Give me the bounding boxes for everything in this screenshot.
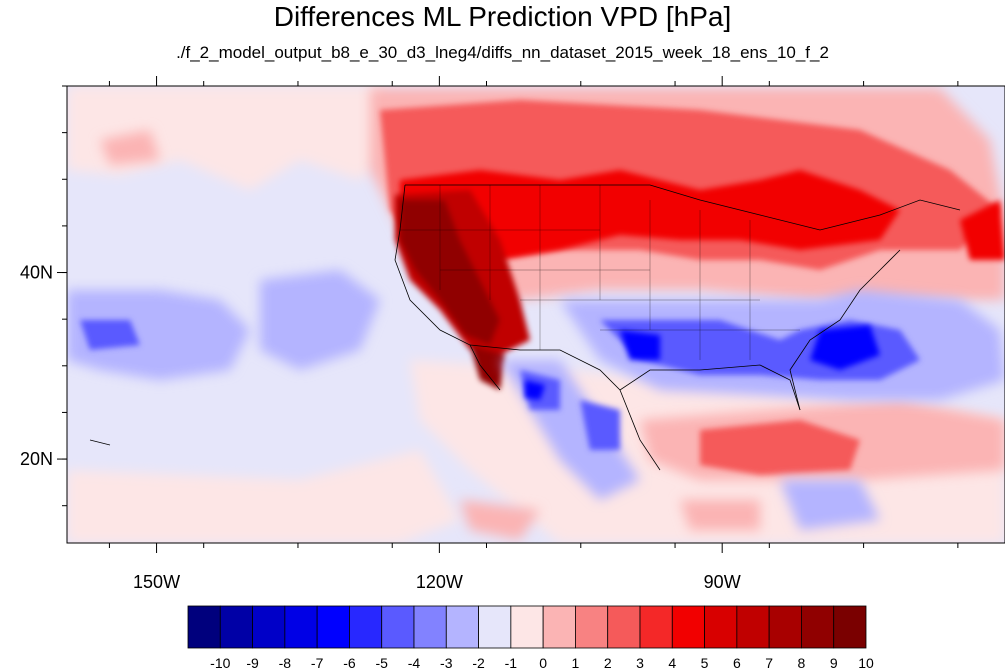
colorbar-label: -1: [505, 655, 518, 671]
colorbar-label: 2: [604, 655, 612, 671]
colorbar-label: 9: [830, 655, 838, 671]
colorbar-label: -6: [343, 655, 356, 671]
map-subtitle: ./f_2_model_output_b8_e_30_d3_lneg4/diff…: [176, 43, 829, 62]
colorbar-label: -10: [210, 655, 230, 671]
colorbar-label: 3: [636, 655, 644, 671]
colorbar-swatch: [284, 605, 318, 649]
colorbar-swatch: [219, 605, 253, 649]
colorbar-label: 10: [858, 655, 874, 671]
colorbar-swatch: [187, 605, 221, 649]
colorbar-swatch: [801, 605, 835, 649]
colorbar-label: -7: [311, 655, 324, 671]
colorbar-swatch: [381, 605, 415, 649]
colorbar-swatch: [607, 605, 641, 649]
longitude-tick-label: 150W: [133, 572, 180, 592]
colorbar-label: -8: [279, 655, 292, 671]
colorbar-swatch: [478, 605, 512, 649]
longitude-tick-label: 120W: [416, 572, 463, 592]
colorbar-label: 7: [765, 655, 773, 671]
colorbar-swatch: [542, 605, 576, 649]
colorbar-swatch: [671, 605, 705, 649]
colorbar-label: -3: [440, 655, 453, 671]
map-title: Differences ML Prediction VPD [hPa]: [273, 1, 732, 32]
colorbar-label: -5: [375, 655, 388, 671]
colorbar-swatch: [833, 605, 867, 649]
colorbar-label: 5: [701, 655, 709, 671]
colorbar-swatch: [575, 605, 609, 649]
colorbar: -10 -9 -8 -7 -6 -5 -4 -3 -2 -1 0 1 2 3 4 5 6 7 8 9 10: [187, 605, 874, 671]
colorbar-label: 8: [798, 655, 806, 671]
colorbar-label: -9: [246, 655, 259, 671]
colorbar-swatch: [445, 605, 479, 649]
colorbar-label: 6: [733, 655, 741, 671]
colorbar-swatch: [252, 605, 286, 649]
colorbar-label: -2: [472, 655, 485, 671]
colorbar-swatch: [639, 605, 673, 649]
colorbar-label: 4: [668, 655, 676, 671]
colorbar-label: -4: [408, 655, 421, 671]
latitude-tick-label: 40N: [20, 263, 53, 283]
colorbar-swatch: [704, 605, 738, 649]
colorbar-swatch: [316, 605, 350, 649]
state-borders: [400, 185, 800, 360]
colorbar-swatch: [768, 605, 802, 649]
colorbar-label: 1: [572, 655, 580, 671]
longitude-tick-label: 90W: [704, 572, 741, 592]
colorbar-swatch: [349, 605, 383, 649]
latitude-tick-label: 20N: [20, 449, 53, 469]
colorbar-swatch: [736, 605, 770, 649]
vpd-difference-field: [67, 86, 1005, 543]
map-frame: [66, 85, 1005, 544]
axis-ticks: 150W 120W 90W 40N 20N: [20, 76, 959, 592]
colorbar-swatch: [413, 605, 447, 649]
colorbar-label: 0: [539, 655, 547, 671]
colorbar-swatch: [510, 605, 544, 649]
